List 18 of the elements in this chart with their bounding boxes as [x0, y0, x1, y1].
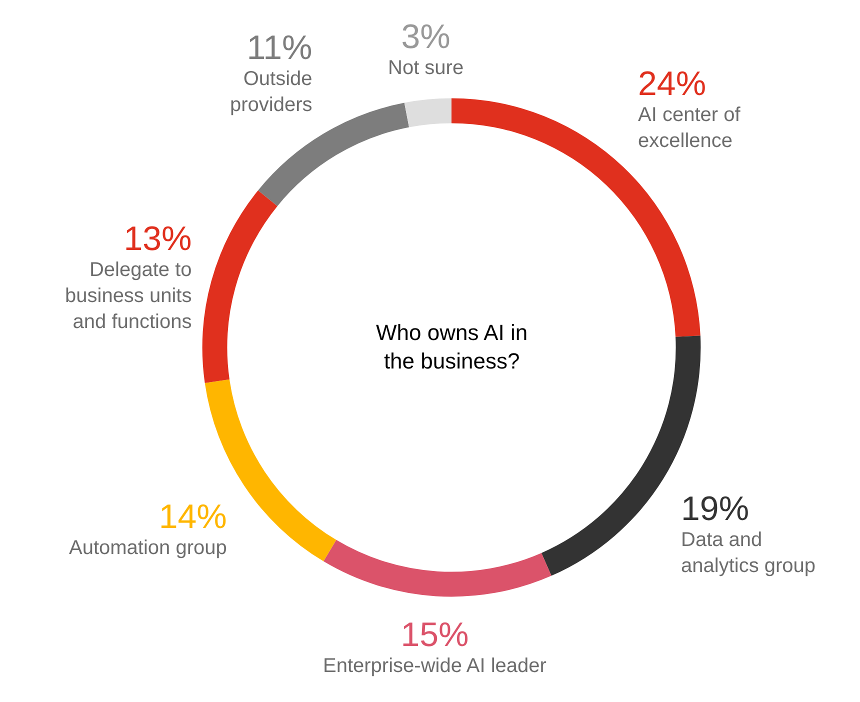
- slice-label: Data and analytics group: [681, 529, 816, 577]
- data-label: 15%: [400, 616, 469, 654]
- slice-label: Enterprise-wide AI leader: [323, 655, 547, 677]
- slice-label: AI center of excellence: [638, 104, 741, 152]
- slice-label: Not sure: [388, 57, 464, 79]
- data-label: 3%: [401, 18, 450, 56]
- donut-slice: [323, 540, 552, 596]
- data-label: 11%: [246, 29, 312, 67]
- slice-label: Automation group: [69, 537, 227, 559]
- slice-label: Outside providers: [230, 68, 312, 116]
- donut-slice: [202, 190, 278, 383]
- data-label: 14%: [158, 498, 227, 536]
- data-label: 24%: [638, 65, 706, 103]
- text: Who owns AI in the business?: [376, 320, 528, 374]
- donut-slice: [404, 98, 452, 128]
- data-label: 13%: [124, 220, 192, 258]
- data-label: 19%: [681, 490, 750, 528]
- slice-label: Delegate to business units and functions: [65, 259, 192, 333]
